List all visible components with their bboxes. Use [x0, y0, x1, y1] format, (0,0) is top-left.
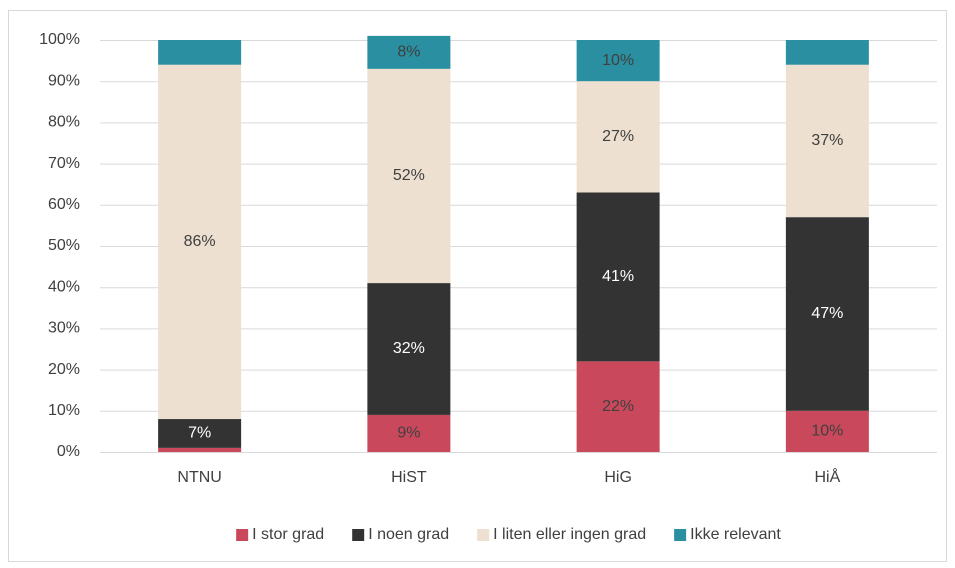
legend-label: I liten eller ingen grad — [493, 526, 646, 543]
legend-swatch — [674, 529, 687, 541]
data-label: 22% — [602, 398, 634, 415]
bar-segment — [785, 217, 869, 411]
bar-segment — [158, 40, 242, 65]
legend-swatch — [236, 529, 249, 541]
y-tick-label: 40% — [48, 278, 80, 295]
x-tick-label: HiST — [391, 469, 427, 486]
y-tick-label: 90% — [48, 72, 80, 89]
bar-segment — [367, 283, 451, 415]
x-tick-label: NTNU — [177, 469, 221, 486]
y-tick-label: 20% — [48, 361, 80, 378]
y-tick-label: 70% — [48, 155, 80, 172]
data-label: 37% — [811, 132, 843, 149]
data-label: 9% — [397, 425, 420, 442]
y-tick-label: 10% — [48, 402, 80, 419]
data-label: 27% — [602, 128, 634, 145]
x-tick-label: HiÅ — [814, 467, 840, 486]
bar-segment — [158, 64, 242, 420]
y-tick-label: 0% — [57, 443, 80, 460]
bar-segment — [367, 414, 451, 452]
y-tick-label: 100% — [39, 31, 80, 48]
data-label: 41% — [602, 268, 634, 285]
bar-segment — [576, 192, 660, 362]
data-label: 10% — [811, 423, 843, 440]
data-label: 32% — [393, 340, 425, 357]
bar-segment — [576, 40, 660, 82]
legend-swatch — [352, 529, 365, 541]
bar-segment — [158, 419, 242, 448]
bar-segment — [785, 64, 869, 218]
data-label: 7% — [188, 425, 211, 442]
bar-segment — [785, 40, 869, 65]
legend-label: I stor grad — [252, 526, 324, 543]
y-tick-label: 50% — [48, 237, 80, 254]
data-label: 86% — [184, 233, 216, 250]
y-tick-label: 60% — [48, 196, 80, 213]
y-tick-label: 80% — [48, 114, 80, 131]
bar-segment — [367, 68, 451, 284]
legend-swatch — [477, 529, 490, 541]
data-label: 10% — [602, 52, 634, 69]
bar-segment — [785, 410, 869, 452]
legend-label: I noen grad — [368, 526, 449, 543]
bar-segment — [576, 81, 660, 193]
legend-label: Ikke relevant — [690, 526, 781, 543]
bar-segment — [367, 35, 451, 69]
x-tick-label: HiG — [604, 469, 632, 486]
data-label: 47% — [811, 305, 843, 322]
bar-segment — [576, 361, 660, 452]
bar-segment — [158, 447, 242, 452]
data-label: 52% — [393, 167, 425, 184]
data-label: 8% — [397, 44, 420, 61]
y-tick-label: 30% — [48, 320, 80, 337]
